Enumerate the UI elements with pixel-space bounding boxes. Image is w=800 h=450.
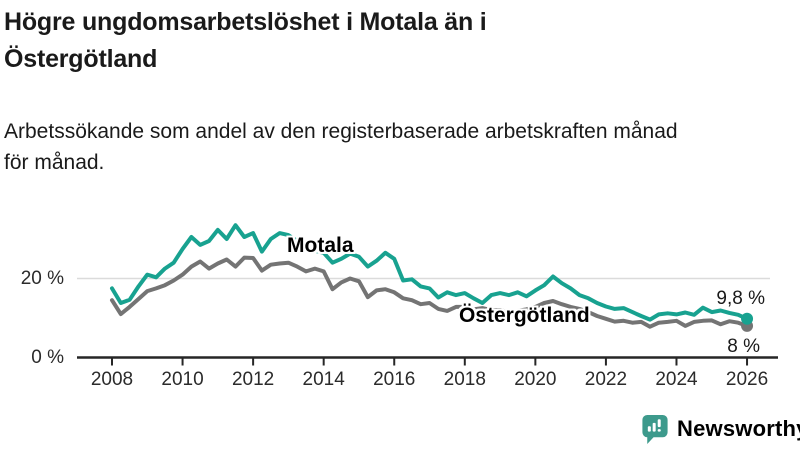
x-axis-tick-label: 2008 (90, 369, 134, 390)
x-axis-tick-label: 2026 (725, 369, 769, 390)
x-axis-tick-label: 2020 (514, 369, 557, 390)
end-value-label-motala: 9,8 % (716, 288, 765, 309)
x-axis-tick-label: 2016 (373, 369, 416, 390)
y-axis-tick-label: 20 % (20, 267, 64, 289)
page-title-line1: Högre ungdomsarbetslöshet i Motala än i (4, 8, 487, 36)
x-axis-tick-label: 2018 (443, 369, 486, 390)
newsworthy-logo: Newsworthy (641, 413, 800, 445)
chart-subtitle-line2: för månad. (4, 151, 105, 174)
newsworthy-speech-bubble-bar-chart-icon (642, 414, 668, 444)
line-series-östergötland (110, 255, 749, 329)
end-point-dot-motala (741, 312, 754, 325)
series-label-motala: Motala (287, 234, 354, 257)
page-title-line2: Östergötland (4, 45, 158, 73)
chart-subtitle: Arbetssökande som andel av den registerb… (4, 116, 784, 178)
x-axis-tick-label: 2014 (302, 369, 345, 390)
x-axis-tick-label: 2022 (584, 369, 628, 390)
x-axis-tick-label: 2024 (655, 369, 698, 390)
y-axis-tick-label: 0 % (31, 346, 64, 368)
x-axis-tick-label: 2012 (231, 369, 275, 390)
line-series-motala (110, 223, 749, 322)
newsworthy-wordmark: Newsworthy (677, 416, 800, 441)
end-value-label-ostergotland: 8 % (727, 336, 760, 357)
page-title: Högre ungdomsarbetslöshet i Motala än i … (4, 4, 624, 78)
series-label-ostergotland: Östergötland (459, 304, 590, 327)
x-axis-tick-label: 2010 (161, 369, 204, 390)
chart-subtitle-line1: Arbetssökande som andel av den registerb… (4, 120, 678, 143)
